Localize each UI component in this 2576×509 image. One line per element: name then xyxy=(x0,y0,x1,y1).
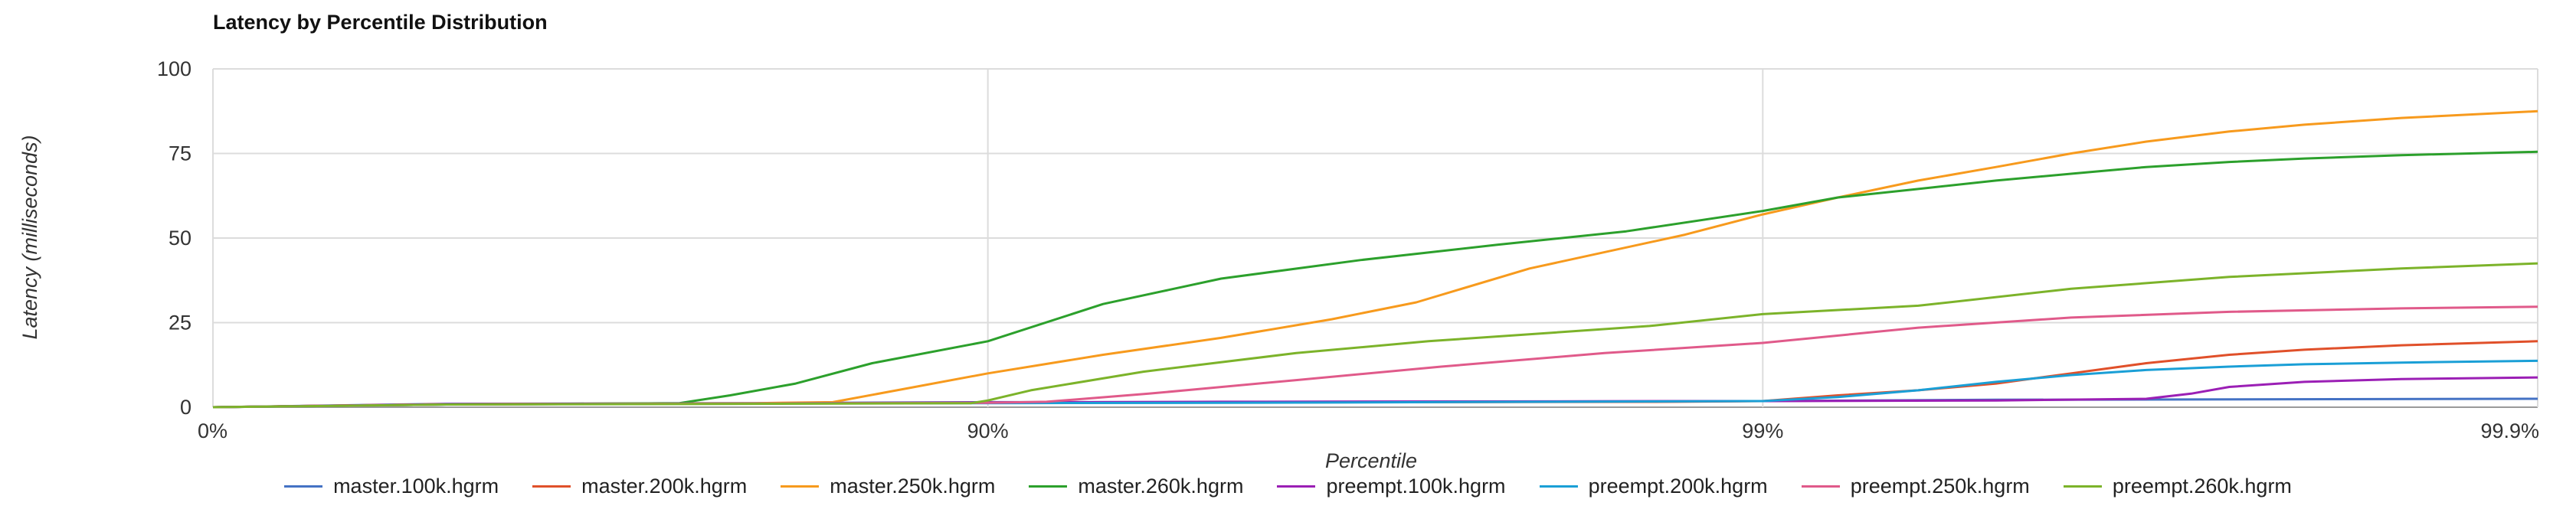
legend-swatch xyxy=(1539,485,1578,488)
x-tick-label: 99% xyxy=(1742,419,1783,442)
legend-label: master.260k.hgrm xyxy=(1078,475,1244,498)
x-tick-label: 99.9% xyxy=(2480,419,2539,442)
y-tick-label: 100 xyxy=(157,57,191,80)
legend-label: preempt.100k.hgrm xyxy=(1326,475,1506,498)
legend-label: preempt.260k.hgrm xyxy=(2112,475,2292,498)
grid-lines xyxy=(212,68,2538,408)
legend-item[interactable]: master.100k.hgrm xyxy=(284,475,499,498)
legend-item[interactable]: master.200k.hgrm xyxy=(532,475,747,498)
series-line-master-260k-hgrm xyxy=(212,150,2538,409)
series-line-preempt-260k-hgrm xyxy=(212,262,2538,409)
series-lines xyxy=(212,109,2538,409)
x-tick-label: 0% xyxy=(198,419,227,442)
legend-label: master.250k.hgrm xyxy=(830,475,996,498)
legend-item[interactable]: preempt.260k.hgrm xyxy=(2063,475,2292,498)
series-line-master-250k-hgrm xyxy=(212,109,2538,409)
legend-label: master.100k.hgrm xyxy=(333,475,499,498)
legend: master.100k.hgrm master.200k.hgrm master.2… xyxy=(0,475,2576,498)
legend-item[interactable]: preempt.100k.hgrm xyxy=(1277,475,1506,498)
legend-swatch xyxy=(284,485,323,488)
legend-swatch xyxy=(1277,485,1316,488)
legend-swatch xyxy=(781,485,820,488)
legend-item[interactable]: preempt.250k.hgrm xyxy=(1801,475,2030,498)
legend-swatch xyxy=(532,485,571,488)
legend-swatch xyxy=(2063,485,2102,488)
legend-label: preempt.200k.hgrm xyxy=(1588,475,1768,498)
series-line-master-200k-hgrm xyxy=(212,340,2538,409)
y-tick-label: 75 xyxy=(169,142,191,165)
legend-swatch xyxy=(1029,485,1068,488)
x-tick-label: 90% xyxy=(967,419,1009,442)
axes: 0 25 50 75 100 0% 90% 99% 99.9% xyxy=(157,57,2539,442)
legend-label: preempt.250k.hgrm xyxy=(1850,475,2030,498)
legend-item[interactable]: preempt.200k.hgrm xyxy=(1539,475,1768,498)
legend-item[interactable]: master.260k.hgrm xyxy=(1029,475,1243,498)
chart-plot: 0 25 50 75 100 0% 90% 99% 99.9% Percentile Laten… xyxy=(18,57,2539,472)
y-tick-label: 50 xyxy=(169,227,191,250)
y-axis-title: Latency (milliseconds) xyxy=(18,135,41,339)
y-tick-label: 0 xyxy=(180,396,191,419)
chart-title: Latency by Percentile Distribution xyxy=(213,11,548,34)
legend-label: master.200k.hgrm xyxy=(581,475,748,498)
y-tick-label: 25 xyxy=(169,312,191,334)
x-axis-title: Percentile xyxy=(1325,449,1417,472)
legend-swatch xyxy=(1801,485,1840,488)
series-line-preempt-250k-hgrm xyxy=(212,305,2538,409)
legend-item[interactable]: master.250k.hgrm xyxy=(781,475,995,498)
